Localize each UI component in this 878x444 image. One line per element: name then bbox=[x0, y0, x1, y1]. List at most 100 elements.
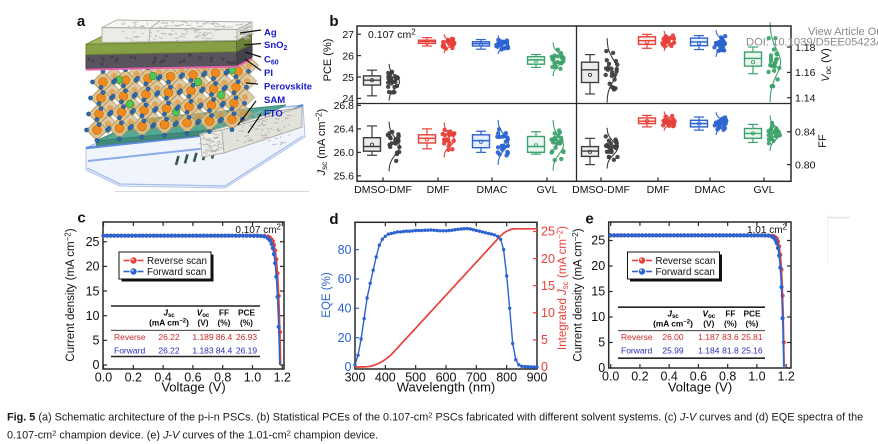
svg-text:20: 20 bbox=[86, 260, 100, 274]
svg-text:(mA cm−2): (mA cm−2) bbox=[653, 319, 693, 329]
svg-text:83.6: 83.6 bbox=[722, 332, 739, 342]
svg-text:0.4: 0.4 bbox=[660, 370, 677, 384]
svg-text:26.00: 26.00 bbox=[662, 332, 684, 342]
svg-text:60: 60 bbox=[338, 272, 352, 286]
svg-text:1.0: 1.0 bbox=[244, 371, 261, 385]
svg-text:0.8: 0.8 bbox=[719, 370, 736, 384]
svg-text:(%): (%) bbox=[746, 319, 759, 329]
svg-text:40: 40 bbox=[338, 301, 352, 315]
svg-text:20: 20 bbox=[591, 259, 605, 273]
svg-text:DMSO-DMF: DMSO-DMF bbox=[354, 184, 412, 196]
svg-text:1.16: 1.16 bbox=[795, 67, 816, 79]
svg-text:0.8: 0.8 bbox=[214, 371, 231, 385]
svg-text:Jsc: Jsc bbox=[667, 309, 679, 321]
svg-text:1.187: 1.187 bbox=[698, 332, 720, 342]
svg-text:Reverse scan: Reverse scan bbox=[147, 256, 207, 267]
svg-text:15: 15 bbox=[541, 279, 555, 293]
svg-text:FF: FF bbox=[219, 308, 229, 318]
svg-text:Voltage (V): Voltage (V) bbox=[668, 380, 732, 395]
svg-text:26.22: 26.22 bbox=[158, 345, 180, 355]
svg-text:FF: FF bbox=[725, 309, 735, 319]
svg-text:Ag: Ag bbox=[264, 28, 277, 39]
svg-text:25: 25 bbox=[86, 235, 100, 249]
svg-text:Voc: Voc bbox=[703, 309, 716, 321]
svg-text:1.189: 1.189 bbox=[192, 332, 214, 342]
svg-text:26.93: 26.93 bbox=[236, 332, 258, 342]
svg-text:0.4: 0.4 bbox=[154, 371, 171, 385]
svg-text:0.0: 0.0 bbox=[95, 371, 112, 385]
svg-text:1.01 cm2: 1.01 cm2 bbox=[747, 223, 788, 237]
svg-text:0: 0 bbox=[541, 360, 548, 374]
svg-text:d: d bbox=[329, 211, 338, 228]
svg-text:25.16: 25.16 bbox=[741, 346, 763, 356]
svg-text:26.22: 26.22 bbox=[158, 332, 180, 342]
svg-text:Current density (mA cm−2): Current density (mA cm−2) bbox=[571, 228, 585, 361]
svg-text:0.80: 0.80 bbox=[795, 159, 816, 171]
svg-text:25: 25 bbox=[591, 234, 605, 248]
svg-text:81.8: 81.8 bbox=[722, 346, 739, 356]
svg-text:DMAC: DMAC bbox=[477, 184, 508, 196]
svg-text:GVL: GVL bbox=[753, 184, 774, 196]
svg-text:0.0: 0.0 bbox=[602, 370, 619, 384]
svg-text:86.4: 86.4 bbox=[216, 332, 233, 342]
svg-text:Voc (V): Voc (V) bbox=[820, 48, 833, 82]
svg-text:20: 20 bbox=[541, 252, 555, 266]
svg-text:PCE: PCE bbox=[238, 308, 256, 318]
svg-text:25.99: 25.99 bbox=[662, 346, 684, 356]
svg-text:0.107-cm2 champion device. (e): 0.107-cm2 champion device. (e) J-V curve… bbox=[7, 429, 378, 442]
svg-text:15: 15 bbox=[86, 284, 100, 298]
svg-text:(mA cm−2): (mA cm−2) bbox=[149, 318, 189, 328]
svg-text:EQE (%): EQE (%) bbox=[321, 272, 333, 318]
svg-text:80: 80 bbox=[338, 243, 352, 257]
svg-text:(V): (V) bbox=[703, 319, 714, 329]
svg-text:600: 600 bbox=[436, 371, 457, 385]
svg-text:Reverse: Reverse bbox=[621, 332, 653, 342]
svg-text:25: 25 bbox=[541, 225, 555, 239]
svg-text:0.6: 0.6 bbox=[184, 371, 201, 385]
svg-text:26: 26 bbox=[342, 50, 354, 62]
svg-text:Forward scan: Forward scan bbox=[147, 267, 206, 278]
svg-text:Perovskite: Perovskite bbox=[264, 82, 312, 93]
svg-text:25.6: 25.6 bbox=[334, 171, 355, 183]
svg-text:900: 900 bbox=[527, 371, 548, 385]
svg-text:e: e bbox=[585, 211, 593, 228]
svg-text:GVL: GVL bbox=[536, 184, 557, 196]
svg-text:Voc: Voc bbox=[197, 308, 210, 320]
svg-text:26.4: 26.4 bbox=[334, 124, 355, 136]
svg-text:0.84: 0.84 bbox=[795, 127, 816, 139]
svg-text:Forward: Forward bbox=[114, 345, 145, 355]
svg-text:1.2: 1.2 bbox=[274, 371, 291, 385]
svg-text:26.8: 26.8 bbox=[334, 100, 355, 112]
svg-text:84.4: 84.4 bbox=[216, 345, 233, 355]
svg-text:PCE: PCE bbox=[743, 309, 761, 319]
svg-text:10: 10 bbox=[591, 310, 605, 324]
svg-text:26.19: 26.19 bbox=[236, 345, 258, 355]
svg-text:View Article Online: View Article Online bbox=[808, 26, 878, 38]
svg-text:(%): (%) bbox=[240, 318, 253, 328]
svg-text:(%): (%) bbox=[218, 318, 231, 328]
svg-text:0: 0 bbox=[345, 360, 352, 374]
svg-text:c: c bbox=[77, 210, 85, 227]
svg-text:SnO2: SnO2 bbox=[264, 40, 288, 52]
svg-text:DMSO-DMF: DMSO-DMF bbox=[572, 184, 630, 196]
svg-text:DMF: DMF bbox=[427, 184, 450, 196]
svg-text:a: a bbox=[77, 13, 86, 30]
svg-text:27: 27 bbox=[342, 29, 354, 41]
svg-text:Current density (mA cm−2): Current density (mA cm−2) bbox=[64, 228, 78, 361]
svg-text:1.14: 1.14 bbox=[795, 93, 816, 105]
svg-text:25.81: 25.81 bbox=[741, 332, 763, 342]
svg-text:5: 5 bbox=[598, 336, 605, 350]
svg-text:Jsc (mA cm−2): Jsc (mA cm−2) bbox=[315, 109, 330, 177]
svg-text:0.2: 0.2 bbox=[125, 371, 142, 385]
svg-text:10: 10 bbox=[86, 309, 100, 323]
svg-text:0.107 cm2: 0.107 cm2 bbox=[235, 223, 281, 237]
svg-text:SAM: SAM bbox=[264, 95, 285, 106]
svg-text:DMAC: DMAC bbox=[695, 184, 726, 196]
svg-text:0.6: 0.6 bbox=[690, 370, 707, 384]
svg-text:0: 0 bbox=[598, 361, 605, 375]
svg-text:b: b bbox=[329, 13, 338, 30]
svg-text:(V): (V) bbox=[197, 318, 208, 328]
svg-text:25: 25 bbox=[342, 72, 354, 84]
svg-text:1.2: 1.2 bbox=[777, 370, 794, 384]
svg-text:Fig. 5 (a) Schematic architect: Fig. 5 (a) Schematic architecture of the… bbox=[7, 411, 863, 424]
